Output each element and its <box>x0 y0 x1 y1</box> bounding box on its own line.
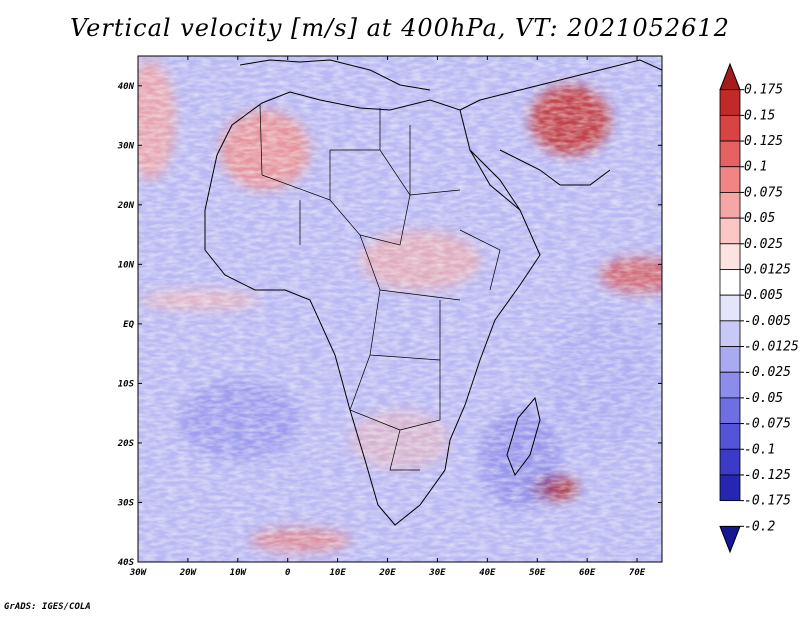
colorbar-segment <box>719 192 741 219</box>
colorbar-label: -0.05 <box>744 391 783 406</box>
x-tick-label: 10W <box>230 568 248 578</box>
colorbar-top-arrow <box>719 62 741 91</box>
asia-coastline <box>459 59 662 211</box>
colorbar-label: -0.2 <box>744 519 775 534</box>
colorbar-label: 0.15 <box>744 108 775 123</box>
europe-coastline <box>239 59 431 91</box>
colorbar-label: -0.075 <box>744 417 791 432</box>
y-tick-label: 20S <box>117 439 135 449</box>
colorbar-segment <box>719 397 741 424</box>
colorbar-segment <box>719 448 741 476</box>
colorbar-label: 0.1 <box>744 160 767 175</box>
colorbar-segment <box>719 320 741 347</box>
y-tick-label: 30S <box>117 498 135 508</box>
colorbar-segment <box>719 346 741 373</box>
colorbar-segment <box>719 474 741 502</box>
y-tick-label: 40N <box>118 82 135 92</box>
x-tick-label: 20E <box>378 568 396 578</box>
colorbar-label: 0.005 <box>744 288 783 303</box>
colorbar-segment <box>719 269 741 296</box>
x-tick-label: 0 <box>285 568 291 578</box>
y-tick-label: EQ <box>123 320 134 330</box>
colorbar-label: 0.05 <box>744 211 775 226</box>
colorbar-segment <box>719 423 741 450</box>
y-tick-label: 10N <box>118 260 135 270</box>
country-borders <box>259 104 501 471</box>
coastlines <box>204 59 662 526</box>
colorbar-label: 0.125 <box>744 134 783 149</box>
colorbar-segment <box>719 217 741 245</box>
map-frame <box>137 55 663 563</box>
africa-coastline <box>204 91 541 526</box>
colorbar-segment <box>719 114 741 142</box>
y-tick-label: 20N <box>117 201 135 211</box>
x-tick-label: 60E <box>579 568 596 578</box>
colorbar-label: -0.1 <box>744 442 775 457</box>
colorbar-segment <box>719 140 741 168</box>
colorbar-bottom-arrow <box>719 525 741 554</box>
x-tick-label: 30E <box>428 568 446 578</box>
x-tick-label: 30W <box>129 568 148 578</box>
y-tick-label: 40S <box>118 558 135 568</box>
colorbar-label: 0.025 <box>744 237 783 252</box>
colorbar-segment <box>719 89 741 116</box>
x-tick-label: 10E <box>329 568 346 578</box>
colorbar-segment <box>719 294 741 322</box>
grads-credit: GrADS: IGES/COLA <box>4 602 91 612</box>
colorbar-label: 0.175 <box>744 83 783 98</box>
chart-title: Vertical velocity [m/s] at 400hPa, VT: 2… <box>70 14 730 42</box>
colorbar-label: -0.125 <box>744 468 791 483</box>
x-tick-label: 70E <box>629 568 646 578</box>
colorbar-label: -0.175 <box>744 494 791 509</box>
colorbar-label: 0.075 <box>744 185 783 200</box>
colorbar-label: 0.0125 <box>744 262 791 277</box>
x-tick-label: 40E <box>479 568 496 578</box>
madagascar-coastline <box>506 396 541 477</box>
field-noise <box>138 56 662 562</box>
y-tick-label: 10S <box>118 379 135 389</box>
colorbar-label: -0.005 <box>744 314 791 329</box>
colorbar-label: -0.025 <box>744 365 791 380</box>
y-tick-label: 30N <box>117 141 135 151</box>
colorbar-segment <box>719 243 741 270</box>
colorbar: 0.175 0.15 0.125 0.1 0.075 0.05 0.025 0.0125 0.0… <box>719 62 799 554</box>
colorbar-segment <box>719 371 741 399</box>
colorbar-segment <box>719 166 741 193</box>
y-axis-ticks: 40N 30N 20N 10N EQ 10S 20S 30S 40S <box>117 82 662 568</box>
colorbar-label: -0.0125 <box>744 340 799 355</box>
map-panel <box>138 56 662 562</box>
x-tick-label: 20W <box>179 568 198 578</box>
x-axis-ticks: 30W 20W 10W 0 10E 20E 30E 40E 50E 60E 70E <box>129 56 646 578</box>
x-tick-label: 50E <box>529 568 546 578</box>
